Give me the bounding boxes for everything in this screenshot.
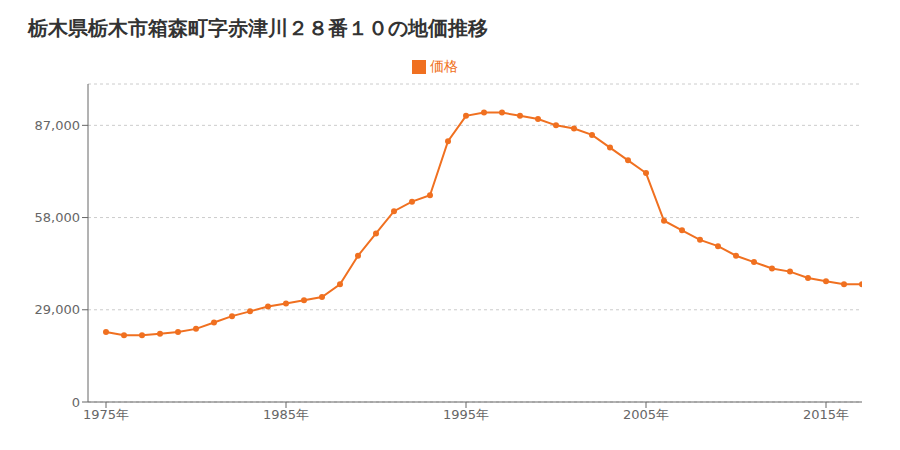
svg-text:2005年: 2005年 bbox=[623, 407, 669, 422]
svg-text:1985年: 1985年 bbox=[263, 407, 309, 422]
svg-text:1995年: 1995年 bbox=[443, 407, 489, 422]
svg-text:1975年: 1975年 bbox=[83, 407, 129, 422]
svg-text:0: 0 bbox=[72, 395, 80, 410]
html-text:価格: 価格 bbox=[430, 58, 458, 74]
svg-text:29,000: 29,000 bbox=[35, 302, 81, 317]
svg-text:58,000: 58,000 bbox=[35, 210, 81, 225]
html-text:栃木県栃木市箱森町字赤津川２８番１０の地価推移: 栃木県栃木市箱森町字赤津川２８番１０の地価推移 bbox=[28, 16, 488, 40]
svg-text:2015年: 2015年 bbox=[803, 407, 849, 422]
svg-text:87,000: 87,000 bbox=[35, 118, 81, 133]
